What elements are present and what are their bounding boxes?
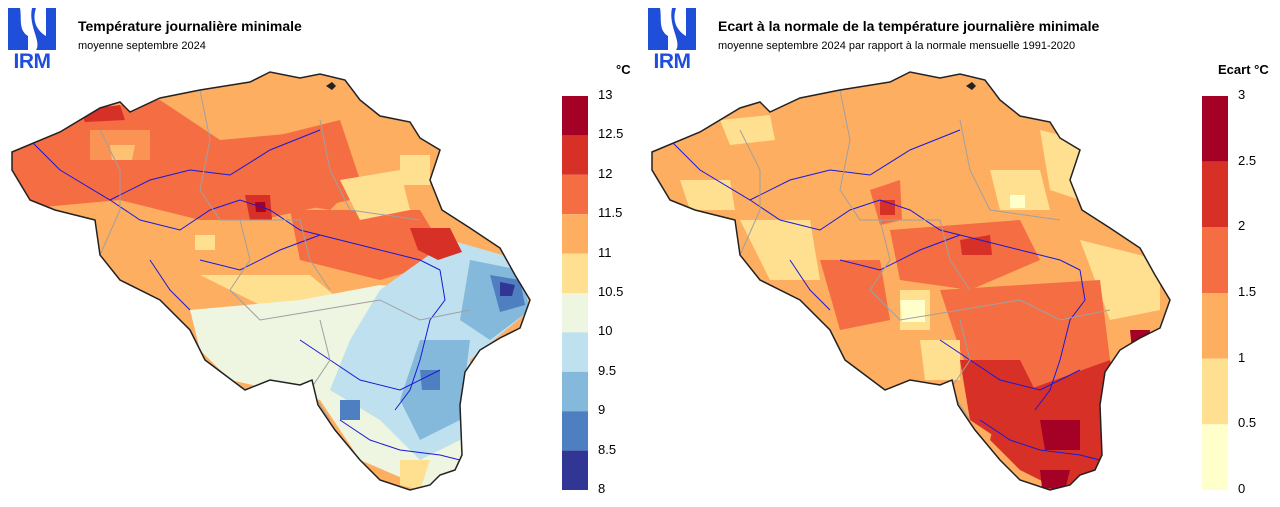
legend-swatch	[1202, 96, 1228, 162]
legend-swatch	[562, 96, 588, 136]
legend-tick-label: 0	[1238, 481, 1246, 496]
legend-tick-label: 11	[598, 244, 612, 260]
legend-tick-label: 12	[598, 165, 613, 181]
irm-logo-text: IRM	[653, 50, 692, 73]
legend-tick-label: 2.5	[1238, 152, 1257, 168]
legend-swatch	[1202, 424, 1228, 490]
legend-swatch	[1202, 227, 1228, 293]
legend-tick-label: 9	[598, 402, 606, 418]
legend-swatch	[562, 450, 588, 490]
temperature-anomaly-panel: IRM Ecart à la normale de la température…	[640, 0, 1280, 507]
legend-tick-label: 9.5	[598, 362, 617, 378]
legend-swatch	[1202, 293, 1228, 359]
legend-swatch	[562, 293, 588, 333]
map-title: Ecart à la normale de la température jou…	[718, 18, 1100, 34]
irm-logo-text: IRM	[13, 50, 52, 73]
map-subtitle: moyenne septembre 2024	[78, 40, 206, 52]
irm-logo: IRM	[646, 6, 698, 73]
legend-tick-label: 10	[598, 323, 613, 339]
color-legend	[1202, 96, 1228, 490]
legend-swatch	[562, 135, 588, 175]
map-subtitle: moyenne septembre 2024 par rapport à la …	[718, 40, 1076, 52]
legend-unit: Ecart °C	[1218, 62, 1269, 77]
legend-tick-label: 8	[598, 481, 606, 496]
legend-tick-label: 1	[1238, 349, 1246, 365]
legend-swatch	[562, 174, 588, 215]
legend-swatch	[562, 371, 588, 412]
legend-swatch	[562, 253, 588, 293]
legend-tick-label: 10.5	[598, 284, 624, 299]
anomaly-map	[651, 71, 1171, 491]
legend-tick-label: 13	[598, 87, 613, 102]
color-legend	[562, 96, 588, 490]
legend-tick-label: 3	[1238, 87, 1246, 102]
legend-swatch	[1202, 358, 1228, 425]
map-title: Température journalière minimale	[78, 18, 302, 34]
temperature-map	[11, 71, 531, 491]
legend-swatch	[562, 411, 588, 451]
legend-swatch	[1202, 161, 1228, 228]
legend-tick-label: 1.5	[1238, 284, 1257, 299]
irm-logo: IRM	[6, 6, 58, 73]
legend-tick-label: 0.5	[1238, 415, 1257, 431]
legend-unit: °C	[616, 62, 631, 77]
legend-swatch	[562, 214, 588, 254]
min-temperature-panel: IRM Température journalière minimale moy…	[6, 6, 631, 496]
legend-tick-label: 8.5	[598, 441, 617, 457]
legend-swatch	[562, 332, 588, 372]
legend-tick-label: 2	[1238, 218, 1246, 234]
legend-tick-label: 11.5	[598, 205, 623, 221]
legend-tick-label: 12.5	[598, 126, 624, 142]
